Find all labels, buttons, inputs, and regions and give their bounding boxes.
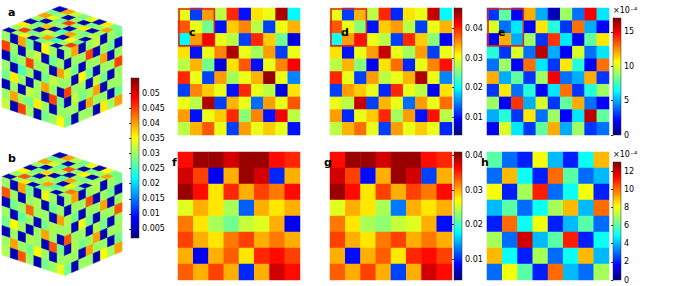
- svg-text:0.01: 0.01: [465, 255, 483, 264]
- svg-text:f: f: [172, 156, 177, 169]
- svg-text:0.005: 0.005: [142, 224, 165, 233]
- svg-text:0.01: 0.01: [142, 209, 160, 218]
- svg-text:0.04: 0.04: [465, 24, 483, 33]
- svg-text:a: a: [8, 6, 15, 19]
- svg-text:h: h: [481, 156, 489, 169]
- svg-text:×10⁻⁴: ×10⁻⁴: [613, 6, 637, 15]
- svg-text:5: 5: [624, 96, 629, 105]
- svg-text:4: 4: [624, 239, 629, 248]
- svg-text:b: b: [8, 152, 16, 165]
- svg-text:0.015: 0.015: [142, 194, 165, 203]
- svg-text:6: 6: [624, 221, 629, 230]
- svg-text:e: e: [498, 26, 505, 39]
- svg-text:0.04: 0.04: [465, 151, 483, 160]
- svg-text:0: 0: [624, 131, 629, 140]
- svg-text:c: c: [189, 26, 196, 39]
- svg-text:0.03: 0.03: [142, 149, 160, 158]
- svg-text:12: 12: [624, 167, 634, 176]
- svg-text:0.04: 0.04: [142, 119, 160, 128]
- svg-text:0.025: 0.025: [142, 164, 165, 173]
- svg-text:0.03: 0.03: [465, 186, 483, 195]
- svg-text:d: d: [341, 26, 349, 39]
- svg-text:10: 10: [624, 185, 634, 194]
- svg-text:0.03: 0.03: [465, 54, 483, 63]
- svg-text:0.035: 0.035: [142, 134, 165, 143]
- svg-text:0.02: 0.02: [465, 220, 483, 229]
- svg-text:g: g: [324, 156, 332, 169]
- svg-text:0.05: 0.05: [142, 89, 160, 98]
- svg-text:0.02: 0.02: [465, 83, 483, 92]
- svg-text:0.01: 0.01: [465, 113, 483, 122]
- svg-text:0.045: 0.045: [142, 104, 165, 113]
- svg-text:2: 2: [624, 257, 629, 266]
- svg-text:15: 15: [624, 27, 634, 36]
- svg-text:×10⁻⁴: ×10⁻⁴: [613, 150, 637, 159]
- svg-text:0: 0: [624, 276, 629, 285]
- svg-text:10: 10: [624, 62, 634, 71]
- svg-text:8: 8: [624, 203, 629, 212]
- svg-text:0.02: 0.02: [142, 179, 160, 188]
